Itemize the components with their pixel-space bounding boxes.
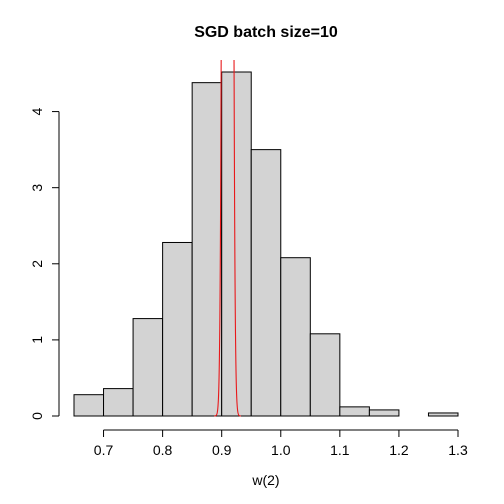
histogram-bars bbox=[73, 71, 459, 417]
chart-title: SGD batch size=10 bbox=[194, 24, 338, 41]
histogram-bar bbox=[162, 241, 193, 417]
histogram-bar bbox=[73, 394, 105, 417]
x-tick-label: 0.7 bbox=[94, 442, 114, 458]
histogram-bar bbox=[132, 318, 164, 417]
y-tick-label: 2 bbox=[29, 260, 45, 268]
x-tick-label: 0.9 bbox=[212, 442, 232, 458]
histogram-bar bbox=[339, 406, 370, 417]
x-tick-label: 1.0 bbox=[271, 442, 291, 458]
y-tick-label: 3 bbox=[29, 184, 45, 192]
histogram-bar bbox=[368, 409, 400, 417]
histogram-bar bbox=[309, 333, 341, 417]
histogram-bar bbox=[280, 257, 311, 417]
histogram-bar bbox=[250, 149, 282, 417]
density-curve bbox=[214, 60, 241, 417]
y-tick-label: 0 bbox=[29, 412, 45, 420]
x-axis-label: w(2) bbox=[251, 472, 279, 488]
x-tick-label: 0.8 bbox=[153, 442, 173, 458]
y-axis: 0 1 2 3 4 bbox=[29, 107, 60, 420]
histogram-bar bbox=[191, 82, 223, 417]
histogram-bar bbox=[427, 412, 459, 417]
histogram-bar bbox=[103, 388, 134, 417]
y-tick-label: 1 bbox=[29, 336, 45, 344]
x-tick-label: 1.2 bbox=[389, 442, 409, 458]
x-tick-label: 1.1 bbox=[330, 442, 350, 458]
density-overlay bbox=[214, 60, 241, 417]
histogram-bar bbox=[221, 71, 252, 417]
x-tick-label: 1.3 bbox=[448, 442, 468, 458]
y-tick-label: 4 bbox=[29, 107, 45, 115]
x-axis: 0.7 0.8 0.9 1.0 1.1 1.2 1.3 bbox=[94, 429, 468, 458]
